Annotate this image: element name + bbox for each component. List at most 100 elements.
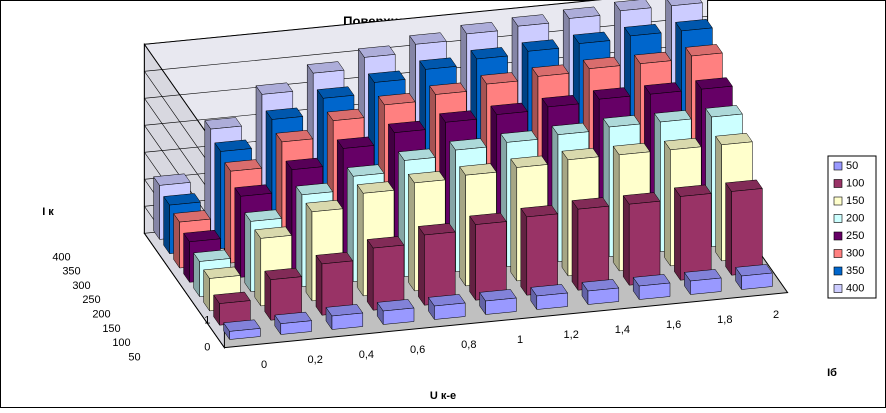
legend-label: 50 bbox=[846, 160, 858, 172]
bar-front bbox=[424, 231, 456, 306]
bar-side bbox=[408, 173, 415, 292]
legend-swatch bbox=[833, 196, 843, 206]
bar-front bbox=[741, 272, 773, 290]
bar-side bbox=[612, 145, 620, 272]
legend-label: 300 bbox=[846, 247, 864, 259]
x-tick-label: 0 bbox=[261, 359, 267, 371]
bar-front bbox=[731, 188, 763, 276]
bar-side bbox=[674, 187, 681, 281]
bar-side bbox=[510, 158, 518, 282]
bar bbox=[479, 289, 517, 316]
bar bbox=[683, 269, 722, 296]
bar bbox=[622, 192, 661, 286]
bar-side bbox=[244, 212, 252, 293]
z-tick-label: 300 bbox=[72, 280, 90, 292]
plot: 0123456700,20,40,60,811,21,41,61,8250100… bbox=[52, 0, 789, 371]
bar-side bbox=[173, 212, 180, 269]
bar-front bbox=[331, 312, 364, 330]
bar-front bbox=[536, 292, 568, 310]
bar bbox=[735, 264, 773, 291]
bar-front bbox=[690, 277, 722, 295]
bar-side bbox=[561, 150, 569, 277]
bar bbox=[530, 284, 569, 311]
bar-side bbox=[356, 183, 364, 297]
bar-side bbox=[315, 254, 323, 316]
legend-label: 250 bbox=[846, 230, 864, 242]
legend-swatch bbox=[833, 249, 843, 258]
bar bbox=[725, 179, 763, 276]
x-tick-label: 0,6 bbox=[410, 344, 425, 356]
bar bbox=[366, 236, 405, 311]
x-axis-title: U к-е bbox=[430, 390, 456, 402]
x-tick-label: 1,8 bbox=[717, 314, 732, 326]
bar-side bbox=[459, 165, 466, 287]
bar-front bbox=[638, 282, 671, 300]
legend-label: 100 bbox=[846, 177, 864, 189]
bar-front bbox=[229, 328, 261, 340]
z-tick-label: 400 bbox=[52, 251, 70, 263]
bar-side bbox=[418, 225, 425, 306]
x-tick-label: 0,8 bbox=[461, 339, 476, 351]
bar-front bbox=[280, 320, 312, 335]
bar-side bbox=[520, 207, 528, 296]
bar bbox=[673, 184, 712, 281]
bar-side bbox=[664, 140, 671, 267]
x-tick-label: 1,2 bbox=[564, 329, 579, 341]
bar-side bbox=[234, 186, 242, 279]
bar bbox=[632, 274, 671, 301]
bar bbox=[274, 311, 313, 336]
bar-front bbox=[587, 287, 620, 305]
bar bbox=[469, 212, 507, 301]
bar-side bbox=[366, 238, 374, 311]
z-tick-label: 100 bbox=[112, 337, 130, 349]
z-tick-label: 350 bbox=[62, 266, 80, 278]
x-tick-label: 2 bbox=[773, 309, 779, 321]
bar-side bbox=[622, 194, 630, 286]
bar bbox=[427, 294, 466, 321]
bar bbox=[571, 197, 610, 291]
bar-side bbox=[305, 202, 313, 302]
z-tick-label: 200 bbox=[92, 309, 110, 321]
legend-swatch bbox=[833, 161, 843, 171]
legend-swatch bbox=[833, 266, 843, 276]
bar-side bbox=[725, 182, 732, 276]
bar bbox=[376, 299, 415, 326]
bar-side bbox=[571, 199, 579, 291]
z-tick-label: 150 bbox=[102, 323, 120, 335]
bar-side bbox=[224, 161, 232, 264]
legend-swatch bbox=[833, 284, 843, 293]
x-tick-label: 1 bbox=[517, 334, 523, 346]
legend-label: 350 bbox=[846, 265, 864, 277]
x-tick-label: 1,4 bbox=[615, 324, 630, 336]
x-tick-label: 0,2 bbox=[308, 354, 323, 366]
grid-line bbox=[143, 0, 601, 159]
bar bbox=[264, 267, 303, 321]
z-tick-label: 50 bbox=[128, 351, 140, 363]
bar bbox=[223, 319, 261, 341]
bar bbox=[213, 291, 251, 326]
bar-front bbox=[382, 307, 415, 325]
bar-front bbox=[680, 193, 712, 281]
bar-front bbox=[628, 200, 661, 286]
bar bbox=[520, 205, 559, 296]
bar-side bbox=[153, 176, 160, 241]
bar-front bbox=[434, 302, 466, 320]
z-tick-label: 250 bbox=[82, 294, 100, 306]
bar-front bbox=[526, 213, 558, 296]
y-tick-label: 0 bbox=[204, 342, 210, 354]
legend-swatch bbox=[833, 214, 843, 223]
y-axis-title: І к bbox=[42, 206, 54, 218]
bar-front bbox=[475, 221, 507, 301]
bar-front bbox=[577, 205, 610, 291]
legend-swatch bbox=[833, 179, 843, 188]
y-tick-label: 1 bbox=[204, 315, 210, 327]
legend-label: 400 bbox=[846, 282, 864, 294]
legend-swatch bbox=[833, 231, 843, 241]
x-tick-label: 1,6 bbox=[666, 319, 681, 331]
bar bbox=[581, 279, 620, 306]
bar-side bbox=[163, 195, 170, 255]
bar bbox=[325, 304, 364, 331]
bar bbox=[417, 223, 456, 306]
legend-label: 150 bbox=[846, 195, 864, 207]
